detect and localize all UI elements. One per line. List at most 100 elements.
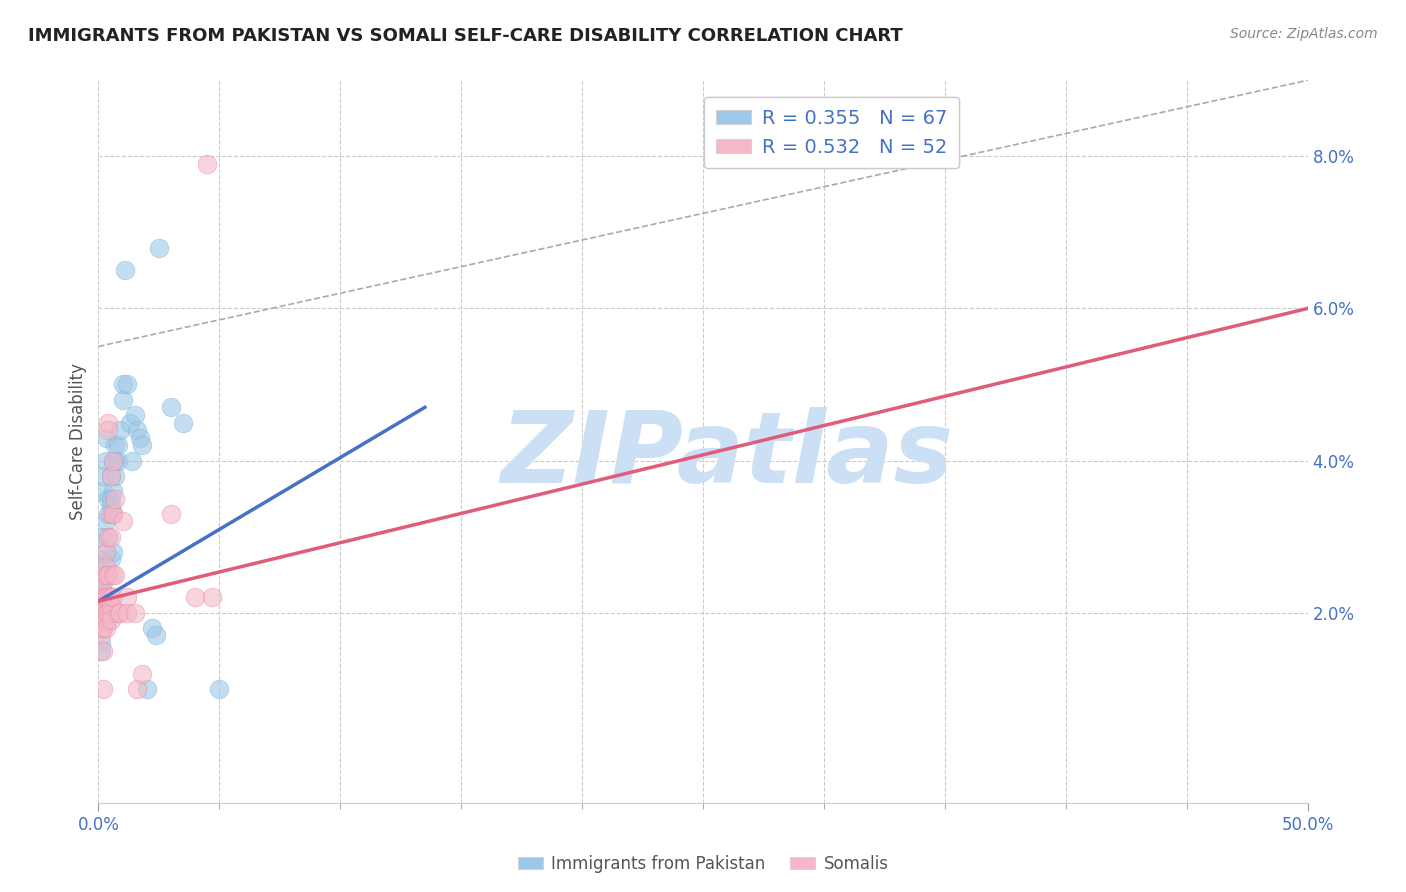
Point	[148, 241, 170, 255]
Legend: R = 0.355   N = 67, R = 0.532   N = 52: R = 0.355 N = 67, R = 0.532 N = 52	[704, 97, 959, 169]
Point	[94, 560, 117, 574]
Point	[91, 575, 114, 590]
Point	[101, 483, 124, 498]
Point	[97, 591, 120, 605]
Point	[100, 530, 122, 544]
Point	[101, 507, 124, 521]
Point	[91, 483, 114, 498]
Point	[91, 598, 114, 612]
Text: IMMIGRANTS FROM PAKISTAN VS SOMALI SELF-CARE DISABILITY CORRELATION CHART: IMMIGRANTS FROM PAKISTAN VS SOMALI SELF-…	[28, 27, 903, 45]
Point	[131, 438, 153, 452]
Point	[90, 530, 112, 544]
Point	[91, 591, 114, 605]
Point	[101, 591, 124, 605]
Point	[94, 560, 117, 574]
Point	[107, 606, 129, 620]
Point	[94, 591, 117, 605]
Point	[117, 377, 139, 392]
Point	[91, 567, 114, 582]
Point	[97, 606, 120, 620]
Point	[111, 515, 134, 529]
Point	[94, 431, 117, 445]
Point	[107, 453, 129, 467]
Point	[128, 431, 150, 445]
Text: Source: ZipAtlas.com: Source: ZipAtlas.com	[1230, 27, 1378, 41]
Point	[201, 591, 224, 605]
Point	[97, 606, 120, 620]
Point	[117, 606, 139, 620]
Point	[104, 491, 127, 506]
Point	[111, 392, 134, 407]
Point	[135, 681, 157, 696]
Point	[101, 567, 124, 582]
Point	[90, 621, 112, 635]
Point	[101, 545, 124, 559]
Point	[90, 591, 112, 605]
Point	[131, 666, 153, 681]
Point	[97, 591, 120, 605]
Point	[100, 613, 122, 627]
Point	[90, 606, 112, 620]
Point	[172, 416, 194, 430]
Point	[100, 491, 122, 506]
Point	[90, 643, 112, 657]
Point	[91, 606, 114, 620]
Point	[94, 567, 117, 582]
Point	[97, 491, 120, 506]
Point	[118, 416, 141, 430]
Point	[94, 598, 117, 612]
Point	[91, 468, 114, 483]
Point	[91, 681, 114, 696]
Point	[90, 636, 112, 650]
Point	[90, 582, 112, 597]
Point	[97, 530, 120, 544]
Point	[160, 401, 183, 415]
Point	[90, 552, 112, 566]
Point	[91, 613, 114, 627]
Point	[91, 591, 114, 605]
Point	[97, 567, 120, 582]
Text: ZIPatlas: ZIPatlas	[501, 408, 953, 505]
Point	[97, 567, 120, 582]
Point	[100, 468, 122, 483]
Point	[101, 453, 124, 467]
Point	[108, 423, 131, 437]
Legend: Immigrants from Pakistan, Somalis: Immigrants from Pakistan, Somalis	[510, 848, 896, 880]
Point	[94, 606, 117, 620]
Point	[97, 507, 120, 521]
Point	[100, 507, 122, 521]
Point	[195, 157, 218, 171]
Point	[101, 507, 124, 521]
Point	[97, 423, 120, 437]
Point	[101, 453, 124, 467]
Point	[91, 567, 114, 582]
Y-axis label: Self-Care Disability: Self-Care Disability	[69, 363, 87, 520]
Point	[114, 263, 136, 277]
Point	[94, 591, 117, 605]
Point	[97, 613, 120, 627]
Point	[141, 621, 163, 635]
Point	[90, 591, 112, 605]
Point	[104, 438, 127, 452]
Point	[94, 545, 117, 559]
Point	[104, 468, 127, 483]
Point	[124, 606, 146, 620]
Point	[104, 567, 127, 582]
Point	[91, 598, 114, 612]
Point	[90, 598, 112, 612]
Point	[90, 613, 112, 627]
Point	[94, 515, 117, 529]
Point	[90, 621, 112, 635]
Point	[117, 591, 139, 605]
Point	[127, 681, 149, 696]
Point	[97, 416, 120, 430]
Point	[100, 598, 122, 612]
Point	[127, 423, 149, 437]
Point	[145, 628, 167, 642]
Point	[100, 552, 122, 566]
Point	[91, 582, 114, 597]
Point	[90, 606, 112, 620]
Point	[91, 606, 114, 620]
Point	[104, 453, 127, 467]
Point	[97, 530, 120, 544]
